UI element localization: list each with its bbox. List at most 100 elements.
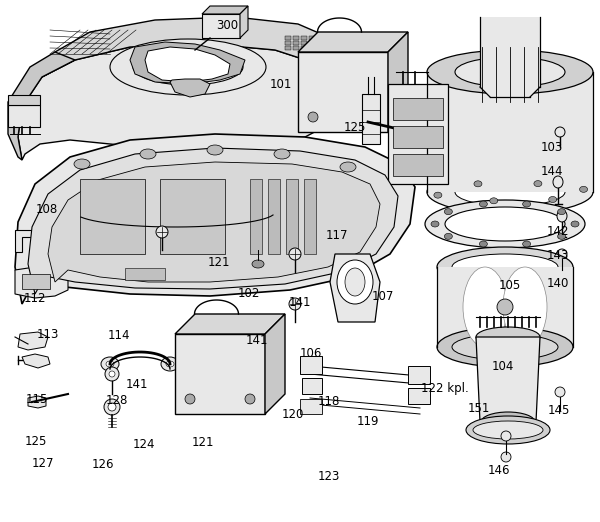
Text: 121: 121 — [191, 436, 214, 449]
Ellipse shape — [452, 334, 558, 360]
Ellipse shape — [463, 267, 507, 347]
Ellipse shape — [557, 210, 567, 222]
Text: 114: 114 — [107, 329, 130, 341]
Text: 113: 113 — [37, 328, 59, 340]
Polygon shape — [28, 396, 46, 408]
Text: 115: 115 — [26, 394, 49, 406]
Bar — [301, 36, 307, 40]
Text: 104: 104 — [491, 360, 514, 373]
Text: 145: 145 — [548, 404, 571, 417]
Polygon shape — [476, 337, 540, 422]
Text: 101: 101 — [269, 78, 292, 91]
Text: 117: 117 — [326, 230, 349, 242]
Text: 151: 151 — [467, 402, 490, 414]
Ellipse shape — [580, 186, 587, 192]
Ellipse shape — [140, 149, 156, 159]
Ellipse shape — [161, 357, 179, 371]
Bar — [302, 378, 322, 394]
Bar — [408, 388, 430, 404]
Text: 125: 125 — [344, 121, 367, 134]
Ellipse shape — [501, 452, 511, 462]
Ellipse shape — [466, 416, 550, 444]
Ellipse shape — [74, 159, 90, 169]
Text: 119: 119 — [357, 416, 380, 428]
Polygon shape — [15, 230, 55, 252]
Bar — [393, 154, 443, 176]
Polygon shape — [18, 44, 345, 160]
Ellipse shape — [548, 196, 557, 203]
Polygon shape — [437, 267, 573, 347]
Ellipse shape — [437, 247, 573, 287]
Bar — [125, 268, 165, 280]
Ellipse shape — [523, 201, 530, 207]
Ellipse shape — [534, 181, 542, 186]
Text: 124: 124 — [133, 438, 155, 451]
Ellipse shape — [501, 431, 511, 441]
Bar — [309, 36, 315, 40]
Bar — [293, 41, 299, 45]
Ellipse shape — [437, 327, 573, 367]
Bar — [285, 41, 291, 45]
Polygon shape — [175, 314, 285, 334]
Polygon shape — [18, 332, 48, 350]
Bar — [298, 52, 388, 132]
Polygon shape — [480, 17, 540, 97]
Polygon shape — [28, 148, 398, 294]
Bar — [393, 126, 443, 148]
Text: 300: 300 — [216, 19, 238, 31]
Ellipse shape — [425, 200, 585, 248]
Polygon shape — [118, 262, 175, 284]
Text: 108: 108 — [35, 204, 58, 216]
Bar — [160, 179, 225, 254]
Ellipse shape — [571, 221, 579, 227]
Text: 127: 127 — [32, 457, 55, 470]
Ellipse shape — [289, 248, 301, 260]
Polygon shape — [427, 72, 593, 192]
Ellipse shape — [110, 39, 266, 95]
Bar — [362, 94, 380, 144]
Bar — [8, 105, 40, 127]
Ellipse shape — [108, 403, 116, 411]
Bar — [300, 399, 322, 414]
Ellipse shape — [523, 241, 530, 247]
Bar — [202, 14, 240, 38]
Ellipse shape — [340, 162, 356, 172]
Text: 141: 141 — [289, 296, 311, 309]
Ellipse shape — [274, 149, 290, 159]
Bar — [80, 179, 145, 254]
Text: 107: 107 — [371, 290, 394, 303]
Ellipse shape — [252, 260, 264, 268]
Polygon shape — [145, 47, 230, 82]
Ellipse shape — [421, 133, 429, 139]
Ellipse shape — [434, 192, 442, 198]
Ellipse shape — [479, 201, 487, 207]
Text: 103: 103 — [541, 141, 563, 153]
Text: 126: 126 — [92, 458, 115, 471]
Text: 146: 146 — [488, 465, 511, 477]
Ellipse shape — [337, 260, 373, 304]
Bar — [22, 274, 50, 289]
Ellipse shape — [455, 57, 565, 87]
Text: 120: 120 — [281, 408, 304, 421]
Bar — [268, 179, 280, 254]
Bar — [285, 46, 291, 50]
Ellipse shape — [481, 412, 535, 432]
Polygon shape — [8, 95, 40, 105]
Bar — [301, 41, 307, 45]
Polygon shape — [15, 134, 415, 304]
Bar — [388, 84, 448, 184]
Ellipse shape — [156, 226, 168, 238]
Ellipse shape — [427, 50, 593, 94]
Ellipse shape — [445, 207, 565, 241]
Polygon shape — [130, 42, 245, 84]
Ellipse shape — [101, 357, 119, 371]
Ellipse shape — [557, 249, 567, 259]
Ellipse shape — [474, 181, 482, 187]
Ellipse shape — [490, 198, 498, 204]
Polygon shape — [330, 254, 380, 322]
Polygon shape — [15, 267, 68, 298]
Ellipse shape — [106, 361, 114, 367]
Ellipse shape — [435, 140, 445, 148]
Text: 102: 102 — [238, 287, 260, 300]
Text: 105: 105 — [499, 279, 521, 291]
